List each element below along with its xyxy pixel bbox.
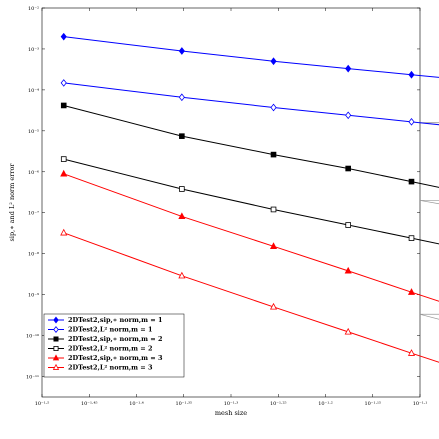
data-point xyxy=(53,336,59,342)
legend-box xyxy=(43,313,185,378)
series-line xyxy=(63,36,439,78)
data-point xyxy=(270,103,277,112)
y-tick-label: 10⁻¹⁰ xyxy=(26,334,39,340)
tick-group: 10⁻¹·⁵ 10⁻¹·⁴⁵ 10⁻¹·⁴ 10⁻¹·³⁵ 10⁻¹·³ 10⁻¹·²⁵ 1… xyxy=(26,6,427,407)
x-axis-title: mesh size xyxy=(215,409,247,417)
data-point xyxy=(179,186,185,192)
data-point xyxy=(53,316,59,324)
data-point xyxy=(345,222,351,228)
y-tick-label: 10⁻³ xyxy=(28,47,39,53)
y-tick-label: 10⁻¹¹ xyxy=(26,375,39,381)
data-point xyxy=(60,79,67,87)
x-tick-label: 10⁻¹·² xyxy=(318,401,333,407)
legend-label: 2DTest2,L² norm,m = 2 xyxy=(68,345,153,353)
legend-entry: 2DTest2,L² norm,m = 1 xyxy=(48,326,153,334)
y-tick-label: 10⁻⁵ xyxy=(28,129,39,135)
data-point xyxy=(60,156,67,162)
data-point xyxy=(52,354,60,361)
x-tick-label: 10⁻¹·⁴⁵ xyxy=(81,401,98,407)
series-2 xyxy=(60,79,439,126)
legend-label: 2DTest2,L² norm,m = 3 xyxy=(68,364,153,372)
x-tick-label: 10⁻¹·¹ xyxy=(413,401,428,407)
slope-triangle xyxy=(419,313,439,320)
x-tick-label: 10⁻¹·⁴ xyxy=(129,401,144,407)
data-point xyxy=(345,111,352,120)
data-point xyxy=(345,64,352,73)
y-tick-label: 10⁻⁸ xyxy=(28,252,39,258)
data-point xyxy=(52,363,60,370)
data-point xyxy=(179,133,185,139)
slope-triangle xyxy=(419,200,439,205)
series-line xyxy=(63,104,439,188)
data-point xyxy=(269,242,278,249)
series-line xyxy=(63,173,439,302)
data-point xyxy=(408,70,415,79)
series-line xyxy=(63,158,439,245)
slope-triangle-group: 246 xyxy=(419,122,439,320)
data-point xyxy=(269,302,278,310)
x-tick-label: 10⁻¹·³⁵ xyxy=(175,401,192,407)
x-tick-label: 10⁻¹·²⁵ xyxy=(270,401,287,407)
legend-entry: 2DTest2,sip,∗ norm,m = 1 xyxy=(48,316,163,324)
series-1 xyxy=(60,32,439,79)
series-3 xyxy=(60,102,439,188)
legend-label: 2DTest2,sip,∗ norm,m = 3 xyxy=(68,354,163,362)
data-point xyxy=(178,212,186,220)
data-point xyxy=(408,178,415,185)
y-tick-label: 10⁻⁴ xyxy=(28,88,39,94)
series-4 xyxy=(60,156,439,245)
legend-entry: 2DTest2,sip,∗ norm,m = 2 xyxy=(48,335,163,343)
data-point xyxy=(60,228,68,236)
x-tick-label: 10⁻¹·³ xyxy=(224,401,239,407)
data-point xyxy=(270,206,277,213)
data-point xyxy=(53,345,59,351)
data-point xyxy=(408,235,415,241)
data-point xyxy=(60,102,67,109)
data-point xyxy=(407,288,416,295)
legend: 2DTest2,sip,∗ norm,m = 1 2DTest2,L² norm,… xyxy=(43,313,185,378)
series-line xyxy=(63,232,439,363)
series-6 xyxy=(60,228,439,363)
y-tick-label: 10⁻⁶ xyxy=(28,170,39,176)
data-point xyxy=(60,169,68,177)
data-point xyxy=(270,57,277,66)
data-point xyxy=(178,47,185,55)
x-tick-label: 10⁻¹·⁵ xyxy=(35,401,50,407)
legend-label: 2DTest2,sip,∗ norm,m = 1 xyxy=(68,316,163,324)
data-point xyxy=(344,327,352,335)
data-point xyxy=(270,151,277,158)
data-point xyxy=(178,93,185,102)
legend-entry: 2DTest2,sip,∗ norm,m = 3 xyxy=(48,354,163,362)
data-point xyxy=(53,326,59,333)
data-point xyxy=(344,266,352,274)
series-5 xyxy=(60,169,439,302)
data-point xyxy=(407,349,416,356)
legend-entry: 2DTest2,L² norm,m = 3 xyxy=(48,364,153,372)
y-tick-label: 10⁻⁷ xyxy=(28,211,39,217)
y-axis-title: sip,∗ and L² norm error xyxy=(8,163,16,242)
legend-label: 2DTest2,L² norm,m = 1 xyxy=(68,326,153,334)
legend-entry: 2DTest2,L² norm,m = 2 xyxy=(48,345,153,353)
y-tick-label: 10⁻⁹ xyxy=(28,293,39,299)
data-point xyxy=(178,271,186,279)
y-tick-label: 10⁻² xyxy=(28,6,39,12)
data-point xyxy=(345,165,351,172)
data-point xyxy=(60,32,67,41)
x-tick-label: 10⁻¹·¹⁵ xyxy=(364,401,381,407)
series-line xyxy=(63,82,439,126)
legend-label: 2DTest2,sip,∗ norm,m = 2 xyxy=(68,335,163,343)
data-point xyxy=(408,117,415,126)
series-group xyxy=(60,32,439,363)
